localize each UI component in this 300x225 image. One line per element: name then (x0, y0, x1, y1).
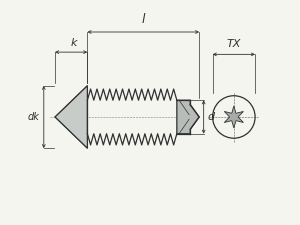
Polygon shape (177, 100, 199, 134)
Text: k: k (70, 38, 77, 48)
Text: dk: dk (27, 112, 39, 122)
Polygon shape (224, 106, 243, 128)
Text: TX: TX (227, 39, 241, 49)
Text: d: d (207, 112, 214, 122)
Text: l: l (142, 14, 145, 26)
Polygon shape (55, 86, 87, 148)
